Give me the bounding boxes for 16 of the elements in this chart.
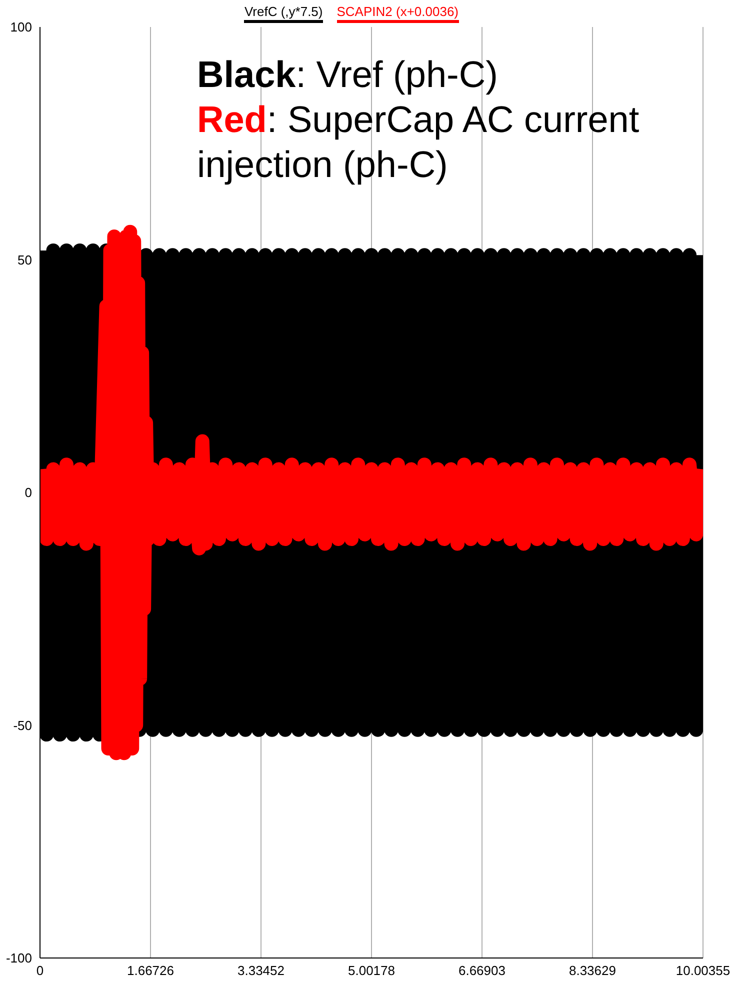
x-tick-label: 1.66726 <box>127 963 174 978</box>
x-tick-label: 8.33629 <box>569 963 616 978</box>
x-tick-label: 0 <box>36 963 44 978</box>
y-tick-label: 100 <box>10 20 32 35</box>
annotation: Red: SuperCap AC current injection (ph-C) <box>197 99 640 186</box>
y-tick-label: 50 <box>18 252 32 268</box>
annotation: Black: Vref (ph-C) <box>197 54 498 95</box>
y-tick-label: -100 <box>6 950 32 966</box>
y-tick-label: -50 <box>13 718 32 733</box>
text: VrefC (,y*7.5) <box>244 4 323 23</box>
text: SCAPIN2 (x+0.0036) <box>336 4 459 23</box>
y-tick-label: 0 <box>24 485 32 500</box>
x-tick-label: 10.00355 <box>676 963 730 978</box>
x-tick-label: 6.66903 <box>458 963 506 978</box>
x-tick-label: 3.33452 <box>238 963 284 978</box>
x-tick-label: 5.00178 <box>348 963 395 978</box>
